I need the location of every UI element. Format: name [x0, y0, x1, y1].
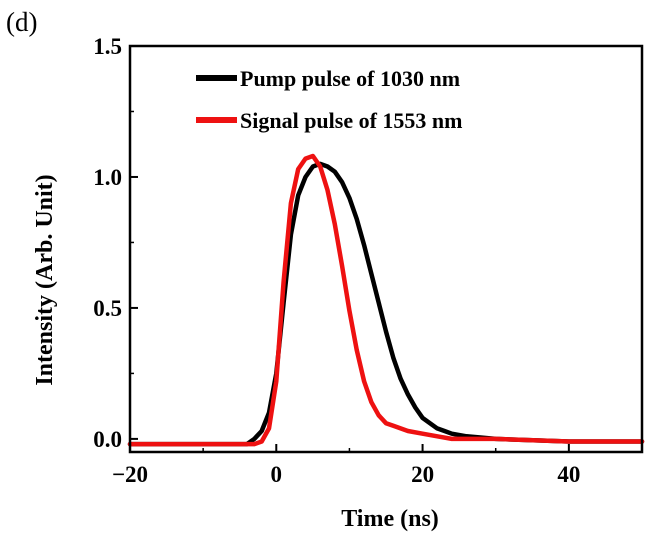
- y-tick-label: 1.0: [93, 165, 122, 190]
- y-tick-label: 0.0: [93, 427, 122, 452]
- legend-label-signal: Signal pulse of 1553 nm: [240, 108, 463, 133]
- panel-label: (d): [6, 7, 37, 37]
- y-tick-label: 0.5: [93, 296, 122, 321]
- legend: Pump pulse of 1030 nm Signal pulse of 15…: [196, 66, 463, 133]
- legend-label-pump: Pump pulse of 1030 nm: [240, 66, 460, 91]
- y-axis-title: Intensity (Arb. Unit): [32, 174, 58, 385]
- series-layer: [127, 153, 645, 447]
- x-tick-label: 0: [271, 462, 283, 487]
- plot-frame: [128, 44, 644, 454]
- plot-area: −20 0 20 40 0.0 0.5 1.0 1.5: [93, 34, 645, 487]
- series-line-signal: [127, 153, 645, 447]
- x-axis-title: Time (ns): [341, 506, 439, 532]
- x-tick-label: 40: [557, 462, 580, 487]
- y-tick-label: 1.5: [93, 34, 122, 59]
- x-tick-label: −20: [112, 462, 148, 487]
- series-line-pump: [127, 161, 645, 447]
- x-tick-label: 20: [411, 462, 434, 487]
- ticks-layer: −20 0 20 40 0.0 0.5 1.0 1.5: [93, 34, 643, 487]
